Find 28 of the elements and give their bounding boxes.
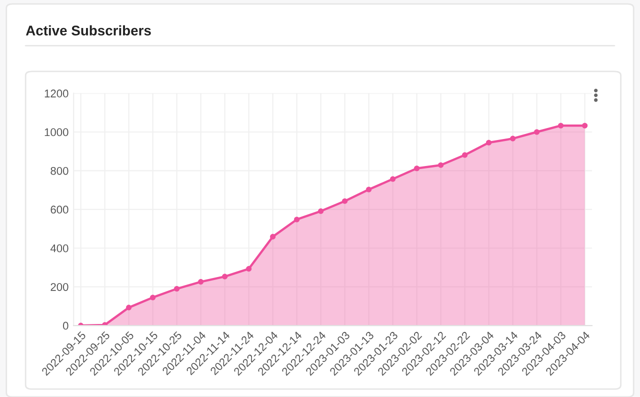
point — [414, 166, 420, 172]
point — [270, 234, 276, 240]
chart-title: Active Subscribers — [26, 25, 151, 36]
y-tick-label: 400 — [50, 244, 68, 252]
point — [174, 286, 180, 292]
point — [486, 140, 492, 146]
point — [222, 274, 228, 280]
y-tick-label: 800 — [50, 166, 68, 175]
y-tick-label: 1000 — [44, 128, 68, 136]
point — [246, 266, 252, 272]
point — [582, 122, 588, 128]
point — [150, 294, 156, 300]
point — [294, 216, 300, 222]
y-tick-label: 600 — [50, 206, 68, 214]
point — [534, 129, 540, 135]
point — [318, 208, 324, 214]
point — [342, 198, 348, 204]
y-tick-label: 200 — [50, 283, 68, 291]
point — [390, 176, 396, 182]
point — [126, 304, 132, 310]
point — [558, 122, 564, 128]
y-tick-label: 1200 — [44, 90, 68, 98]
point — [462, 152, 468, 158]
y-tick-label: 0 — [62, 322, 68, 330]
point — [198, 279, 204, 285]
point — [510, 136, 516, 142]
point — [366, 186, 372, 192]
point — [438, 162, 444, 168]
